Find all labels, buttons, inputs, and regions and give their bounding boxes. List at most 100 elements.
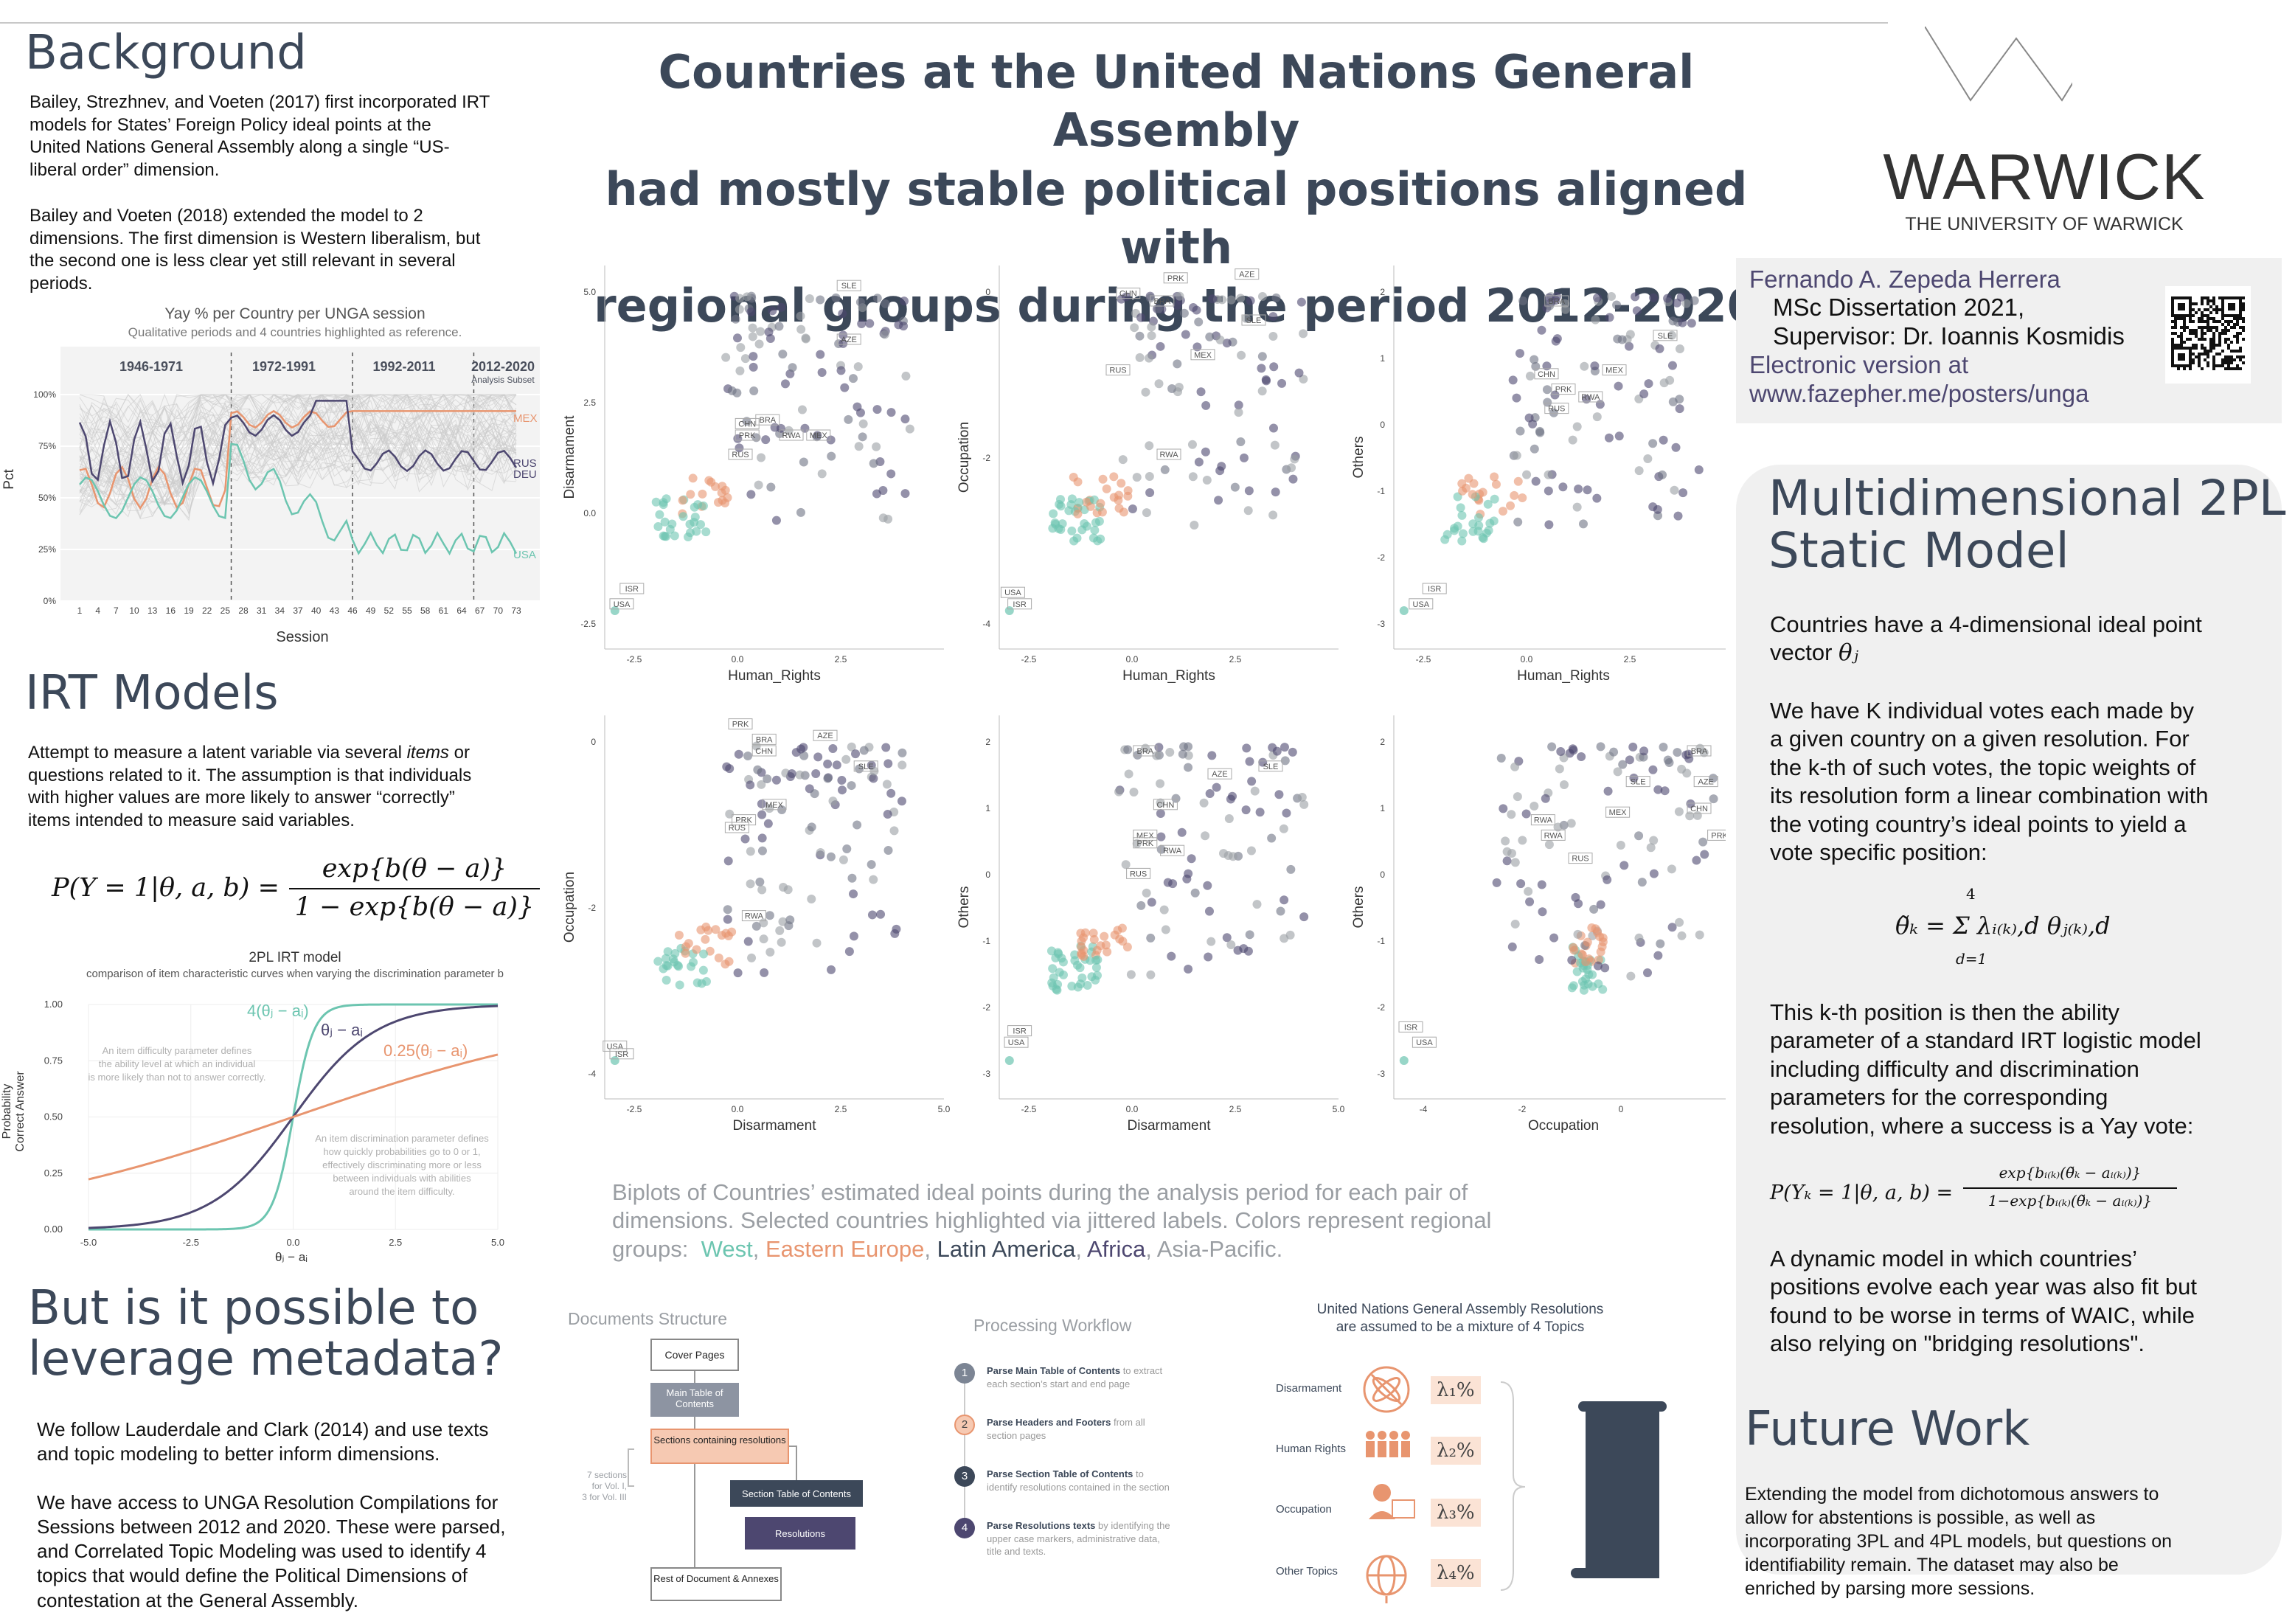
country-point bbox=[1272, 746, 1282, 756]
line: parameter of a standard IRT logistic mod… bbox=[1770, 1027, 2201, 1054]
country-point bbox=[1499, 804, 1508, 813]
country-point bbox=[699, 949, 709, 959]
ytick: 1 bbox=[1380, 353, 1385, 364]
country-point bbox=[816, 848, 825, 858]
country-point bbox=[1271, 487, 1280, 497]
country-point bbox=[1580, 361, 1589, 371]
fraction-bar bbox=[1963, 1187, 2177, 1189]
ytick: 1.00 bbox=[44, 999, 63, 1010]
model-p2: We have K individual votes each made by … bbox=[1770, 697, 2279, 867]
country-point bbox=[1179, 308, 1189, 318]
xtick: 73 bbox=[511, 605, 521, 616]
author-url[interactable]: www.fazepher.me/posters/unga bbox=[1749, 380, 2089, 407]
country-point bbox=[796, 325, 806, 334]
country-point bbox=[1506, 501, 1515, 510]
country-label: MEX bbox=[810, 431, 828, 440]
country-point bbox=[880, 330, 889, 339]
country-point bbox=[1156, 832, 1166, 842]
country-point bbox=[1004, 1056, 1014, 1065]
xtick: -2.5 bbox=[1021, 1104, 1037, 1114]
country-point bbox=[1100, 931, 1109, 941]
country-point bbox=[701, 976, 711, 986]
country-point bbox=[692, 945, 701, 954]
line: This k-th position is then the ability bbox=[1770, 999, 2119, 1025]
ytick: -4 bbox=[588, 1069, 596, 1079]
country-point bbox=[653, 521, 663, 531]
country-point bbox=[1468, 519, 1478, 529]
country-point bbox=[1656, 939, 1665, 948]
author-line: MSc Dissertation 2021, bbox=[1773, 294, 2025, 321]
country-point bbox=[1496, 753, 1506, 763]
country-point bbox=[1228, 852, 1237, 861]
country-point bbox=[832, 760, 841, 770]
country-point bbox=[746, 879, 755, 889]
country-point bbox=[1676, 292, 1686, 302]
country-point bbox=[1544, 470, 1553, 479]
line: with higher values are more likely to an… bbox=[28, 788, 455, 808]
country-point bbox=[1268, 510, 1278, 520]
country-point bbox=[1553, 822, 1563, 832]
country-point bbox=[756, 327, 765, 336]
line: including difficulty and discrimination bbox=[1770, 1055, 2139, 1082]
country-point bbox=[725, 809, 735, 819]
country-point bbox=[784, 426, 794, 435]
country-label: CHN bbox=[1538, 370, 1555, 379]
country-point bbox=[839, 339, 848, 348]
country-point bbox=[1453, 521, 1462, 531]
country-point bbox=[849, 931, 858, 941]
country-point bbox=[1632, 306, 1642, 316]
country-point bbox=[1142, 888, 1151, 898]
qr-code-icon[interactable] bbox=[2165, 286, 2251, 384]
country-label: MEX bbox=[1136, 831, 1155, 840]
country-point bbox=[1625, 755, 1634, 765]
country-point bbox=[1244, 486, 1254, 496]
country-point bbox=[1083, 980, 1092, 990]
line: the voting country’s ideal points to yie… bbox=[1770, 811, 2187, 837]
country-label: ISR bbox=[1013, 1027, 1026, 1036]
country-point bbox=[610, 1056, 619, 1065]
country-point bbox=[1573, 929, 1583, 939]
line: Bailey, Strezhnev, and Voeten (2017) fir… bbox=[29, 92, 490, 112]
ytick: 0.25 bbox=[44, 1167, 63, 1179]
country-point bbox=[858, 432, 867, 442]
yay-subtitle: Qualitative periods and 4 countries high… bbox=[128, 325, 462, 339]
line: United Nations General Assembly along a … bbox=[29, 137, 450, 158]
country-point bbox=[1605, 313, 1614, 322]
country-point bbox=[1667, 330, 1677, 340]
country-point bbox=[1542, 385, 1552, 395]
country-point bbox=[1692, 856, 1701, 865]
country-point bbox=[1280, 743, 1289, 752]
country-point bbox=[847, 742, 856, 752]
country-point bbox=[1135, 353, 1145, 362]
country-point bbox=[1234, 400, 1243, 410]
formula-lhs: P(Y = 1|θ, a, b) = bbox=[52, 873, 280, 903]
country-point bbox=[1212, 782, 1221, 792]
country-point bbox=[753, 765, 763, 774]
country-point bbox=[718, 482, 727, 491]
country-point bbox=[791, 748, 801, 757]
country-point bbox=[1568, 435, 1577, 445]
country-point bbox=[1276, 906, 1285, 916]
country-point bbox=[1133, 750, 1142, 760]
country-point bbox=[853, 362, 863, 372]
country-point bbox=[1184, 742, 1193, 752]
country-point bbox=[1196, 387, 1206, 397]
country-point bbox=[663, 947, 673, 957]
country-point bbox=[1237, 350, 1246, 360]
biplot-ylabel: Occupation bbox=[562, 872, 577, 943]
country-point bbox=[693, 500, 703, 510]
topic-label: Human Rights bbox=[1276, 1443, 1347, 1455]
country-point bbox=[1578, 519, 1588, 529]
xtick: 2.5 bbox=[835, 654, 847, 664]
country-point bbox=[1631, 292, 1640, 302]
biplot-xlabel: Human_Rights bbox=[728, 668, 821, 684]
country-point bbox=[1542, 361, 1552, 371]
group-latin-america: Latin America bbox=[937, 1235, 1076, 1262]
country-point bbox=[1145, 472, 1154, 482]
country-point bbox=[678, 512, 688, 521]
country-point bbox=[886, 788, 896, 798]
country-point bbox=[1089, 533, 1098, 543]
country-point bbox=[1299, 912, 1309, 922]
line: groups: West, Eastern Europe, Latin Amer… bbox=[612, 1235, 1283, 1262]
